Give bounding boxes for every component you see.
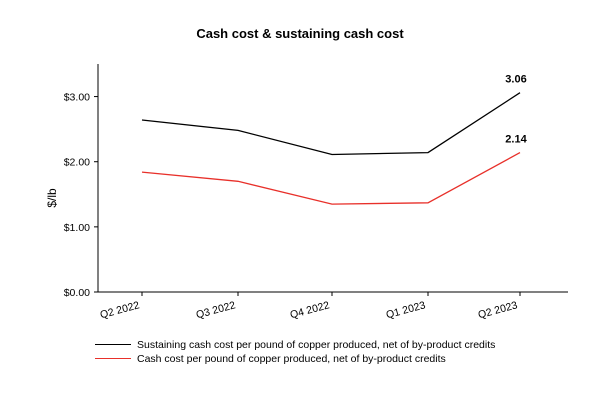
legend-label-cash-cost: Cash cost per pound of copper produced, … <box>137 352 446 365</box>
y-tick-label: $3.00 <box>64 92 90 104</box>
x-tick-label: Q3 2022 <box>195 299 237 321</box>
data-label: 3.06 <box>505 74 526 86</box>
legend-item-cash-cost: Cash cost per pound of copper produced, … <box>95 352 495 365</box>
y-axis-ticks: $0.00 $1.00 $2.00 $3.00 <box>64 92 98 299</box>
x-tick-label: Q4 2022 <box>289 299 331 321</box>
legend-label-sustaining: Sustaining cash cost per pound of copper… <box>137 338 496 351</box>
legend-item-sustaining: Sustaining cash cost per pound of copper… <box>95 338 495 351</box>
chart-axes <box>97 64 568 293</box>
legend: Sustaining cash cost per pound of copper… <box>95 338 495 366</box>
y-tick-label: $1.00 <box>64 222 90 234</box>
y-tick-label: $0.00 <box>64 287 90 299</box>
x-axis-ticks: Q2 2022 Q3 2022 Q4 2022 Q1 2023 Q2 2023 <box>99 292 521 321</box>
chart-title: Cash cost & sustaining cash cost <box>196 26 404 41</box>
legend-swatch-cash-cost <box>95 358 131 359</box>
y-axis-label: $/lb <box>45 188 59 208</box>
x-tick-label: Q1 2023 <box>385 299 427 321</box>
series-line-0 <box>141 92 521 156</box>
end-labels: 3.06 2.14 <box>505 74 527 146</box>
y-tick-label: $2.00 <box>64 157 90 169</box>
series-lines <box>141 92 521 205</box>
series-line-1 <box>141 152 521 205</box>
x-tick-label: Q2 2023 <box>477 299 519 321</box>
x-tick-label: Q2 2022 <box>99 299 141 321</box>
data-label: 2.14 <box>505 134 527 146</box>
legend-swatch-sustaining <box>95 344 131 345</box>
